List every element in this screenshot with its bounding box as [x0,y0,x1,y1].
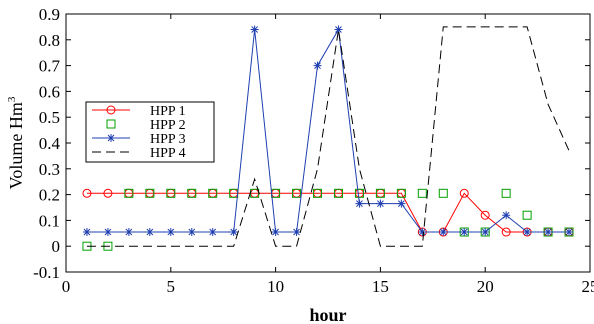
data-point [187,228,196,237]
data-point [501,227,511,237]
y-axis-ticks: -0.1 0 0.1 0.2 0.3 0.4 0.5 0.6 0.7 0.8 0.9 [33,5,590,282]
data-point [208,188,218,198]
data-point [565,228,574,237]
data-point [418,228,427,237]
data-point [124,188,134,198]
y-tick-label: 0.8 [39,31,60,50]
data-point [166,228,175,237]
data-point [292,228,301,237]
y-axis-title: Volume Hm3 [6,96,26,189]
data-point [103,188,113,198]
legend-item: HPP 4 [92,146,186,161]
legend-marker [107,134,115,142]
data-point [480,210,490,220]
data-point [124,228,133,237]
data-point [481,228,490,237]
data-point [460,228,469,237]
plot-frame [65,13,591,273]
data-point [397,199,406,208]
data-point [522,210,532,220]
data-point [523,228,532,237]
y-tick-label: 0.2 [39,186,60,205]
data-point [271,228,280,237]
y-axis-title-main: Volume Hm [6,102,26,189]
x-tick-label: 15 [372,277,389,296]
data-point [334,25,343,34]
data-point [229,228,238,237]
data-point [82,188,92,198]
data-point [313,61,322,70]
x-tick-label: 20 [477,277,494,296]
y-tick-label: 0.1 [39,211,60,230]
data-point [501,188,511,198]
legend-item: HPP 3 [92,132,186,147]
data-point [145,228,154,237]
y-tick-label: 0.3 [39,160,60,179]
data-point [544,228,553,237]
y-tick-label: 0.7 [39,57,61,76]
data-point [292,188,302,198]
x-tick-label: 0 [62,277,71,296]
legend-item: HPP 2 [106,118,186,133]
data-point [376,199,385,208]
data-point [438,188,448,198]
x-tick-label: 5 [167,277,176,296]
data-point [333,188,343,198]
data-point [355,199,364,208]
data-point [250,25,259,34]
data-point [459,188,469,198]
data-point [103,228,112,237]
data-point [313,188,323,198]
series-layer [82,25,574,251]
x-tick-label: 10 [267,277,284,296]
legend-marker [106,105,116,115]
legend-item: HPP 1 [92,104,186,119]
data-point [82,228,91,237]
series-hpp-3 [82,25,574,237]
y-tick-label: 0 [52,237,61,256]
data-point [208,228,217,237]
x-axis-ticks: 0 5 10 15 20 25 [62,14,594,296]
y-tick-label: 0.4 [39,134,61,153]
y-axis-title-superscript: 3 [6,96,18,102]
data-point [187,188,197,198]
data-point [439,228,448,237]
data-point [417,188,427,198]
data-point [396,188,406,198]
series-line [86,26,570,247]
series-hpp-4 [86,26,570,247]
y-tick-label: 0.6 [39,82,60,101]
x-axis-title: hour [309,305,346,324]
legend-label: HPP 2 [150,118,186,133]
data-point [166,188,176,198]
legend-label: HPP 4 [150,146,186,161]
x-tick-label: 25 [582,277,594,296]
legend-label: HPP 1 [150,104,186,119]
y-tick-label: 0.5 [39,108,60,127]
data-point [502,211,511,220]
legend-label: HPP 3 [150,132,186,147]
data-point [145,188,155,198]
data-point [354,188,364,198]
y-tick-label: 0.9 [39,5,60,24]
data-point [375,188,385,198]
y-tick-label: -0.1 [33,263,60,282]
legend-marker [106,119,116,129]
